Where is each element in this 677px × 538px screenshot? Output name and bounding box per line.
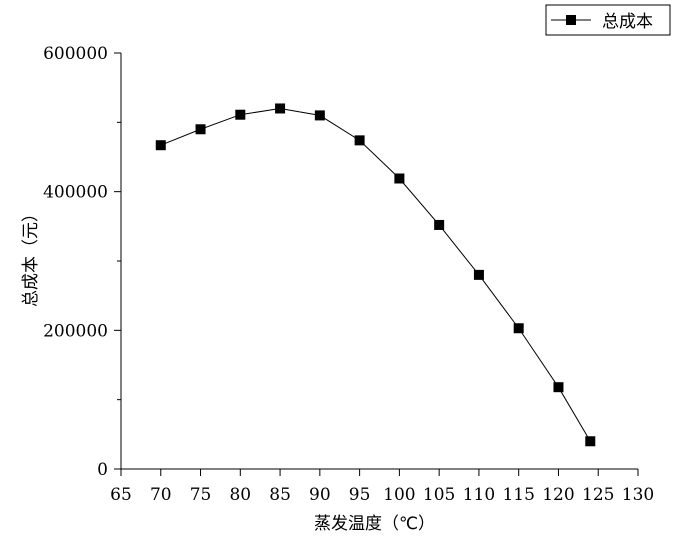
data-point <box>513 323 524 334</box>
data-point <box>553 382 564 393</box>
data-point <box>585 436 596 447</box>
x-tick-label: 105 <box>423 485 455 505</box>
x-tick-label: 95 <box>349 485 371 505</box>
y-axis-ticks: 0 200000 400000 600000 <box>43 44 121 480</box>
legend-marker <box>566 15 576 25</box>
x-tick-label: 110 <box>463 485 495 505</box>
legend: 总成本 <box>545 4 671 36</box>
x-tick-label: 70 <box>150 485 172 505</box>
x-tick-label: 115 <box>502 485 534 505</box>
x-tick-label: 130 <box>622 485 654 505</box>
data-point <box>314 110 325 121</box>
data-point <box>473 269 484 280</box>
x-tick-label: 120 <box>542 485 574 505</box>
data-point <box>354 135 365 146</box>
data-point <box>235 109 246 120</box>
x-axis-ticks: 65 70 75 80 85 90 95 100 105 110 115 120 125 130 <box>110 469 654 505</box>
series-line <box>160 107 591 442</box>
axes <box>120 53 638 470</box>
x-tick-label: 75 <box>190 485 212 505</box>
x-tick-label: 65 <box>110 485 132 505</box>
plot-area <box>155 103 596 447</box>
data-point <box>394 173 405 184</box>
y-tick-label: 0 <box>97 460 108 480</box>
y-tick-label: 600000 <box>43 44 108 64</box>
x-tick-label: 80 <box>229 485 251 505</box>
y-axis-title: 总成本（元） <box>21 205 41 307</box>
y-tick-label: 400000 <box>43 183 108 203</box>
data-point <box>434 219 445 230</box>
x-tick-label: 85 <box>269 485 291 505</box>
x-tick-label: 100 <box>383 485 415 505</box>
x-tick-label: 125 <box>582 485 614 505</box>
x-axis-title: 蒸发温度（℃） <box>314 514 435 534</box>
data-point <box>195 124 206 135</box>
x-tick-label: 90 <box>309 485 331 505</box>
legend-label: 总成本 <box>602 12 653 32</box>
data-point <box>275 103 286 114</box>
y-tick-label: 200000 <box>43 321 108 341</box>
data-point <box>155 140 166 151</box>
